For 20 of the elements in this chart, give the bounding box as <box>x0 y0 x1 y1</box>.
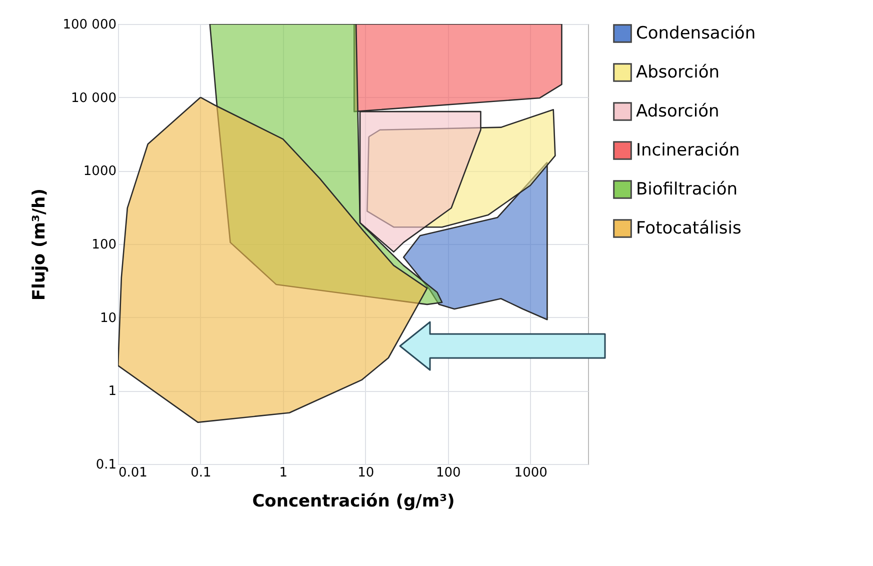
legend-label: Fotocatálisis <box>636 218 742 238</box>
x-axis-title: Concentración (g/m³) <box>252 492 455 512</box>
y-axis-title: Flujo (m³/h) <box>30 188 50 300</box>
legend-label: Condensación <box>636 24 756 44</box>
y-tick-label: 100 <box>92 238 116 252</box>
x-tick-label: 1 <box>279 466 288 480</box>
x-tick-label: 0.1 <box>190 466 212 480</box>
x-tick-label: 100 <box>436 466 461 480</box>
legend-label: Absorción <box>636 62 720 82</box>
y-tick-label: 100 000 <box>62 18 116 32</box>
y-tick-label: 1000 <box>83 164 116 180</box>
legend-label: Adsorción <box>636 102 720 122</box>
y-tick-label: 10 <box>100 310 116 326</box>
x-tick-label: 0.01 <box>118 466 148 480</box>
y-tick-label: 1 <box>108 384 116 400</box>
x-tick-label: 1000 <box>514 466 548 480</box>
legend-label: Incineración <box>636 140 740 160</box>
x-tick-label: 10 <box>358 466 374 480</box>
legend-label: Biofiltración <box>636 180 738 200</box>
y-tick-label: 10 000 <box>71 90 116 106</box>
